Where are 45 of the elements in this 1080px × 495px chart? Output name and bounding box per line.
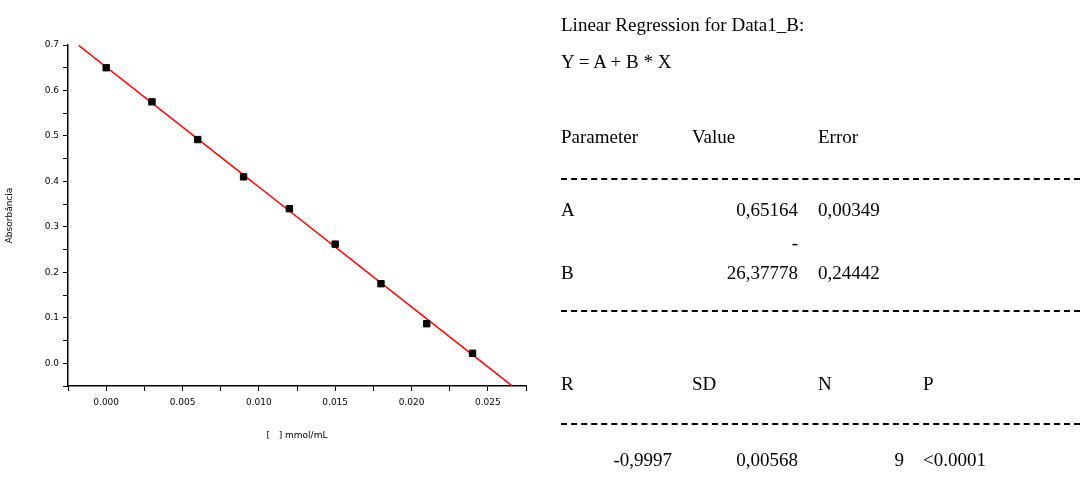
x-axis-title: [ ] mmol/mL bbox=[266, 429, 328, 440]
point bbox=[148, 98, 156, 106]
text: 26,37778 bbox=[726, 262, 798, 284]
point bbox=[331, 240, 339, 248]
text: - bbox=[791, 232, 798, 254]
text: Error bbox=[818, 126, 859, 148]
text: 0,00349 bbox=[818, 199, 880, 221]
text: 9 bbox=[894, 449, 904, 471]
y-tick-label: 0.2 bbox=[44, 266, 59, 277]
text: P bbox=[923, 373, 934, 395]
text: N bbox=[818, 373, 832, 395]
y-tick-label: 0.7 bbox=[44, 39, 59, 50]
x-tick-label: 0.005 bbox=[169, 396, 196, 407]
text: R bbox=[561, 373, 574, 395]
y-tick-label: 0.0 bbox=[44, 357, 60, 368]
x-tick-label: 0.010 bbox=[245, 396, 272, 407]
text: -0,9997 bbox=[613, 449, 672, 471]
text: Parameter bbox=[561, 126, 639, 148]
y-tick-label: 0.3 bbox=[44, 221, 59, 232]
text: 0,24442 bbox=[818, 262, 880, 284]
text: B bbox=[561, 262, 574, 284]
text: Linear Regression for Data1_B: bbox=[561, 14, 805, 36]
text: <0.0001 bbox=[923, 449, 986, 471]
point bbox=[102, 64, 110, 72]
x-tick-label: 0.000 bbox=[93, 396, 120, 407]
point bbox=[194, 135, 202, 144]
point bbox=[423, 320, 431, 328]
x-tick-label: 0.025 bbox=[474, 396, 501, 407]
text: 0,00568 bbox=[736, 449, 798, 471]
y-tick-label: 0.4 bbox=[44, 175, 60, 186]
x-tick-label: 0.020 bbox=[398, 396, 425, 407]
y-tick-label: 0.6 bbox=[44, 84, 60, 95]
point bbox=[285, 205, 294, 213]
text: A bbox=[561, 199, 575, 221]
text: SD bbox=[692, 373, 717, 395]
text: 0,65164 bbox=[736, 199, 798, 221]
point bbox=[377, 280, 385, 288]
y-tick-label: 0.1 bbox=[44, 312, 59, 323]
x-tick-label: 0.015 bbox=[322, 396, 349, 407]
y-axis-title: Absorbância bbox=[3, 187, 14, 244]
point bbox=[239, 173, 248, 181]
text: Y = A + B * X bbox=[561, 51, 672, 73]
y-tick-label: 0.5 bbox=[44, 130, 59, 141]
point bbox=[468, 349, 477, 357]
text: Value bbox=[692, 126, 736, 148]
